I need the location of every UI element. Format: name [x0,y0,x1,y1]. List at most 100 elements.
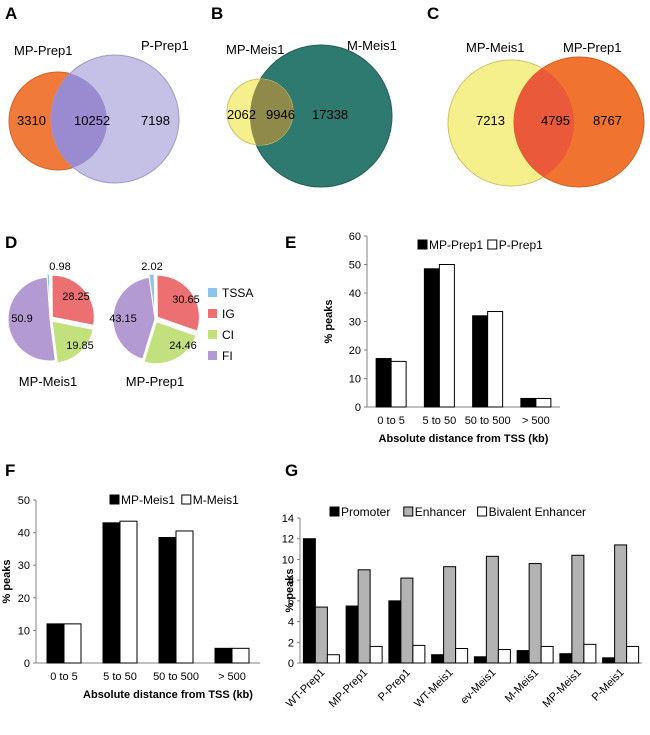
x-axis-label: Absolute distance from TSS (kb) [83,689,253,701]
bar-enhancer [357,569,371,664]
x-tick-label: MP-Prep1 [327,667,371,711]
legend-swatch [403,506,414,517]
pie-name: MP-Prep1 [126,374,185,389]
legend-swatch [208,309,217,318]
venn-left-name: MP-Meis1 [226,42,285,57]
bar-bivalent-enhancer [455,648,469,664]
pie-slice-fi [7,276,56,362]
y-tick-label: 6 [288,596,294,608]
x-tick-label: M-Meis1 [503,667,541,705]
bar-mp-prep1 [423,268,440,408]
x-tick-label: > 500 [522,415,550,427]
venn-left-count: 3310 [17,113,46,128]
panel-label: E [285,233,296,252]
y-tick-label: 8 [288,575,294,587]
bar-bivalent-enhancer [540,645,554,664]
bar-promoter [388,600,402,664]
legend-swatch [109,494,120,505]
pie-slice-label: 43.15 [109,313,137,325]
y-tick-label: 40 [349,288,361,300]
y-tick-label: 0 [288,658,294,670]
venn-right-count: 8767 [593,113,622,128]
bar-mp-meis1 [214,647,233,664]
venn-left-name: MP-Meis1 [466,40,525,55]
venn-left-count: 7213 [476,113,505,128]
legend-swatch [329,506,340,517]
legend-label: Bivalent Enhancer [489,505,586,519]
venn-right-count: 7198 [141,113,170,128]
y-tick-label: 10 [282,554,294,566]
pie-slice-fi [112,276,156,360]
venn-right-name: M-Meis1 [347,38,397,53]
venn-overlap [51,72,107,170]
legend-label: Promoter [341,505,390,519]
bar-chart-g: 0 2 4 6 8 10 12 14 % peaks WT-Prep1 MP-Prep1 P-Prep… [282,505,642,710]
bar-mp-prep1 [520,397,537,408]
bar-p-prep1 [390,360,407,408]
y-tick-label: 20 [349,345,361,357]
panel-label: A [5,4,17,23]
bar-promoter [559,653,573,664]
bar-bivalent-enhancer [583,643,597,664]
x-tick-label: P-Prep1 [376,667,413,704]
bar-promoter [345,605,359,664]
x-tick-label: ev-Meis1 [458,667,498,707]
legend-swatch [417,239,428,250]
pie-slice-label: 50.9 [11,313,32,325]
bar-p-prep1 [438,264,455,408]
bar-enhancer [571,554,585,664]
legend-swatch [477,506,488,517]
y-tick-label: 0 [355,402,361,414]
bar-enhancer [400,577,414,664]
bar-promoter [602,657,616,664]
y-tick-label: 30 [349,317,361,329]
x-tick-label: MP-Meis1 [540,667,583,710]
bar-mp-meis1 [46,623,65,664]
legend-swatch [208,351,217,360]
x-tick-label: 50 to 500 [465,415,511,427]
venn-right-name: MP-Prep1 [563,40,622,55]
pie-slice-label: 2.02 [141,261,162,273]
venn-overlap [514,60,574,186]
bar-bivalent-enhancer [497,649,511,664]
venn-overlap-count: 10252 [74,113,110,128]
pie-slice-label: 30.65 [172,294,200,306]
bar-promoter [431,654,445,664]
x-tick-label: 50 to 500 [153,671,199,683]
bar-bivalent-enhancer [369,645,383,664]
bar-enhancer [314,606,328,664]
bar-chart-f: 0 10 20 30 40 50 % peaks 0 to 5 5 to 50 50 to 500… [1,493,260,701]
y-axis-label: % peaks [323,299,335,343]
venn-right-name: P-Prep1 [141,38,189,53]
y-tick-label: 40 [18,528,30,540]
bar-promoter [473,656,487,664]
bar-chart-e: 0 10 20 30 40 50 60 % peaks 0 to 5 5 to 50 50 to 5… [323,231,560,445]
venn-right-count: 17338 [312,107,348,122]
y-axis-label: % peaks [284,568,296,612]
venn-left-name: MP-Prep1 [14,43,73,58]
bar-enhancer [614,544,628,664]
y-tick-label: 50 [349,260,361,272]
bar-m-meis1 [231,647,250,664]
x-tick-label: 5 to 50 [423,415,457,427]
y-tick-label: 14 [282,513,294,525]
venn-c: MP-Meis1 MP-Prep1 7213 4795 8767 [447,40,645,188]
legend-label: CI [222,328,234,342]
bar-p-prep1 [487,311,504,408]
bar-mp-prep1 [472,315,489,408]
bar-p-prep1 [535,397,552,408]
venn-left-count: 2062 [227,107,256,122]
y-axis-label: % peaks [1,559,13,603]
legend-swatch [208,330,217,339]
venn-b: MP-Meis1 M-Meis1 2062 9946 17338 [226,38,397,188]
legend-label: IG [222,307,235,321]
bar-mp-prep1 [375,358,392,408]
pie-slice-ig [51,274,95,326]
legend-label: MP-Meis1 [121,493,175,507]
y-tick-label: 4 [288,617,294,629]
pie-slice-label: 28.25 [62,291,90,303]
bar-promoter [302,538,316,664]
y-tick-label: 20 [18,593,30,605]
panel-label: D [5,233,17,252]
